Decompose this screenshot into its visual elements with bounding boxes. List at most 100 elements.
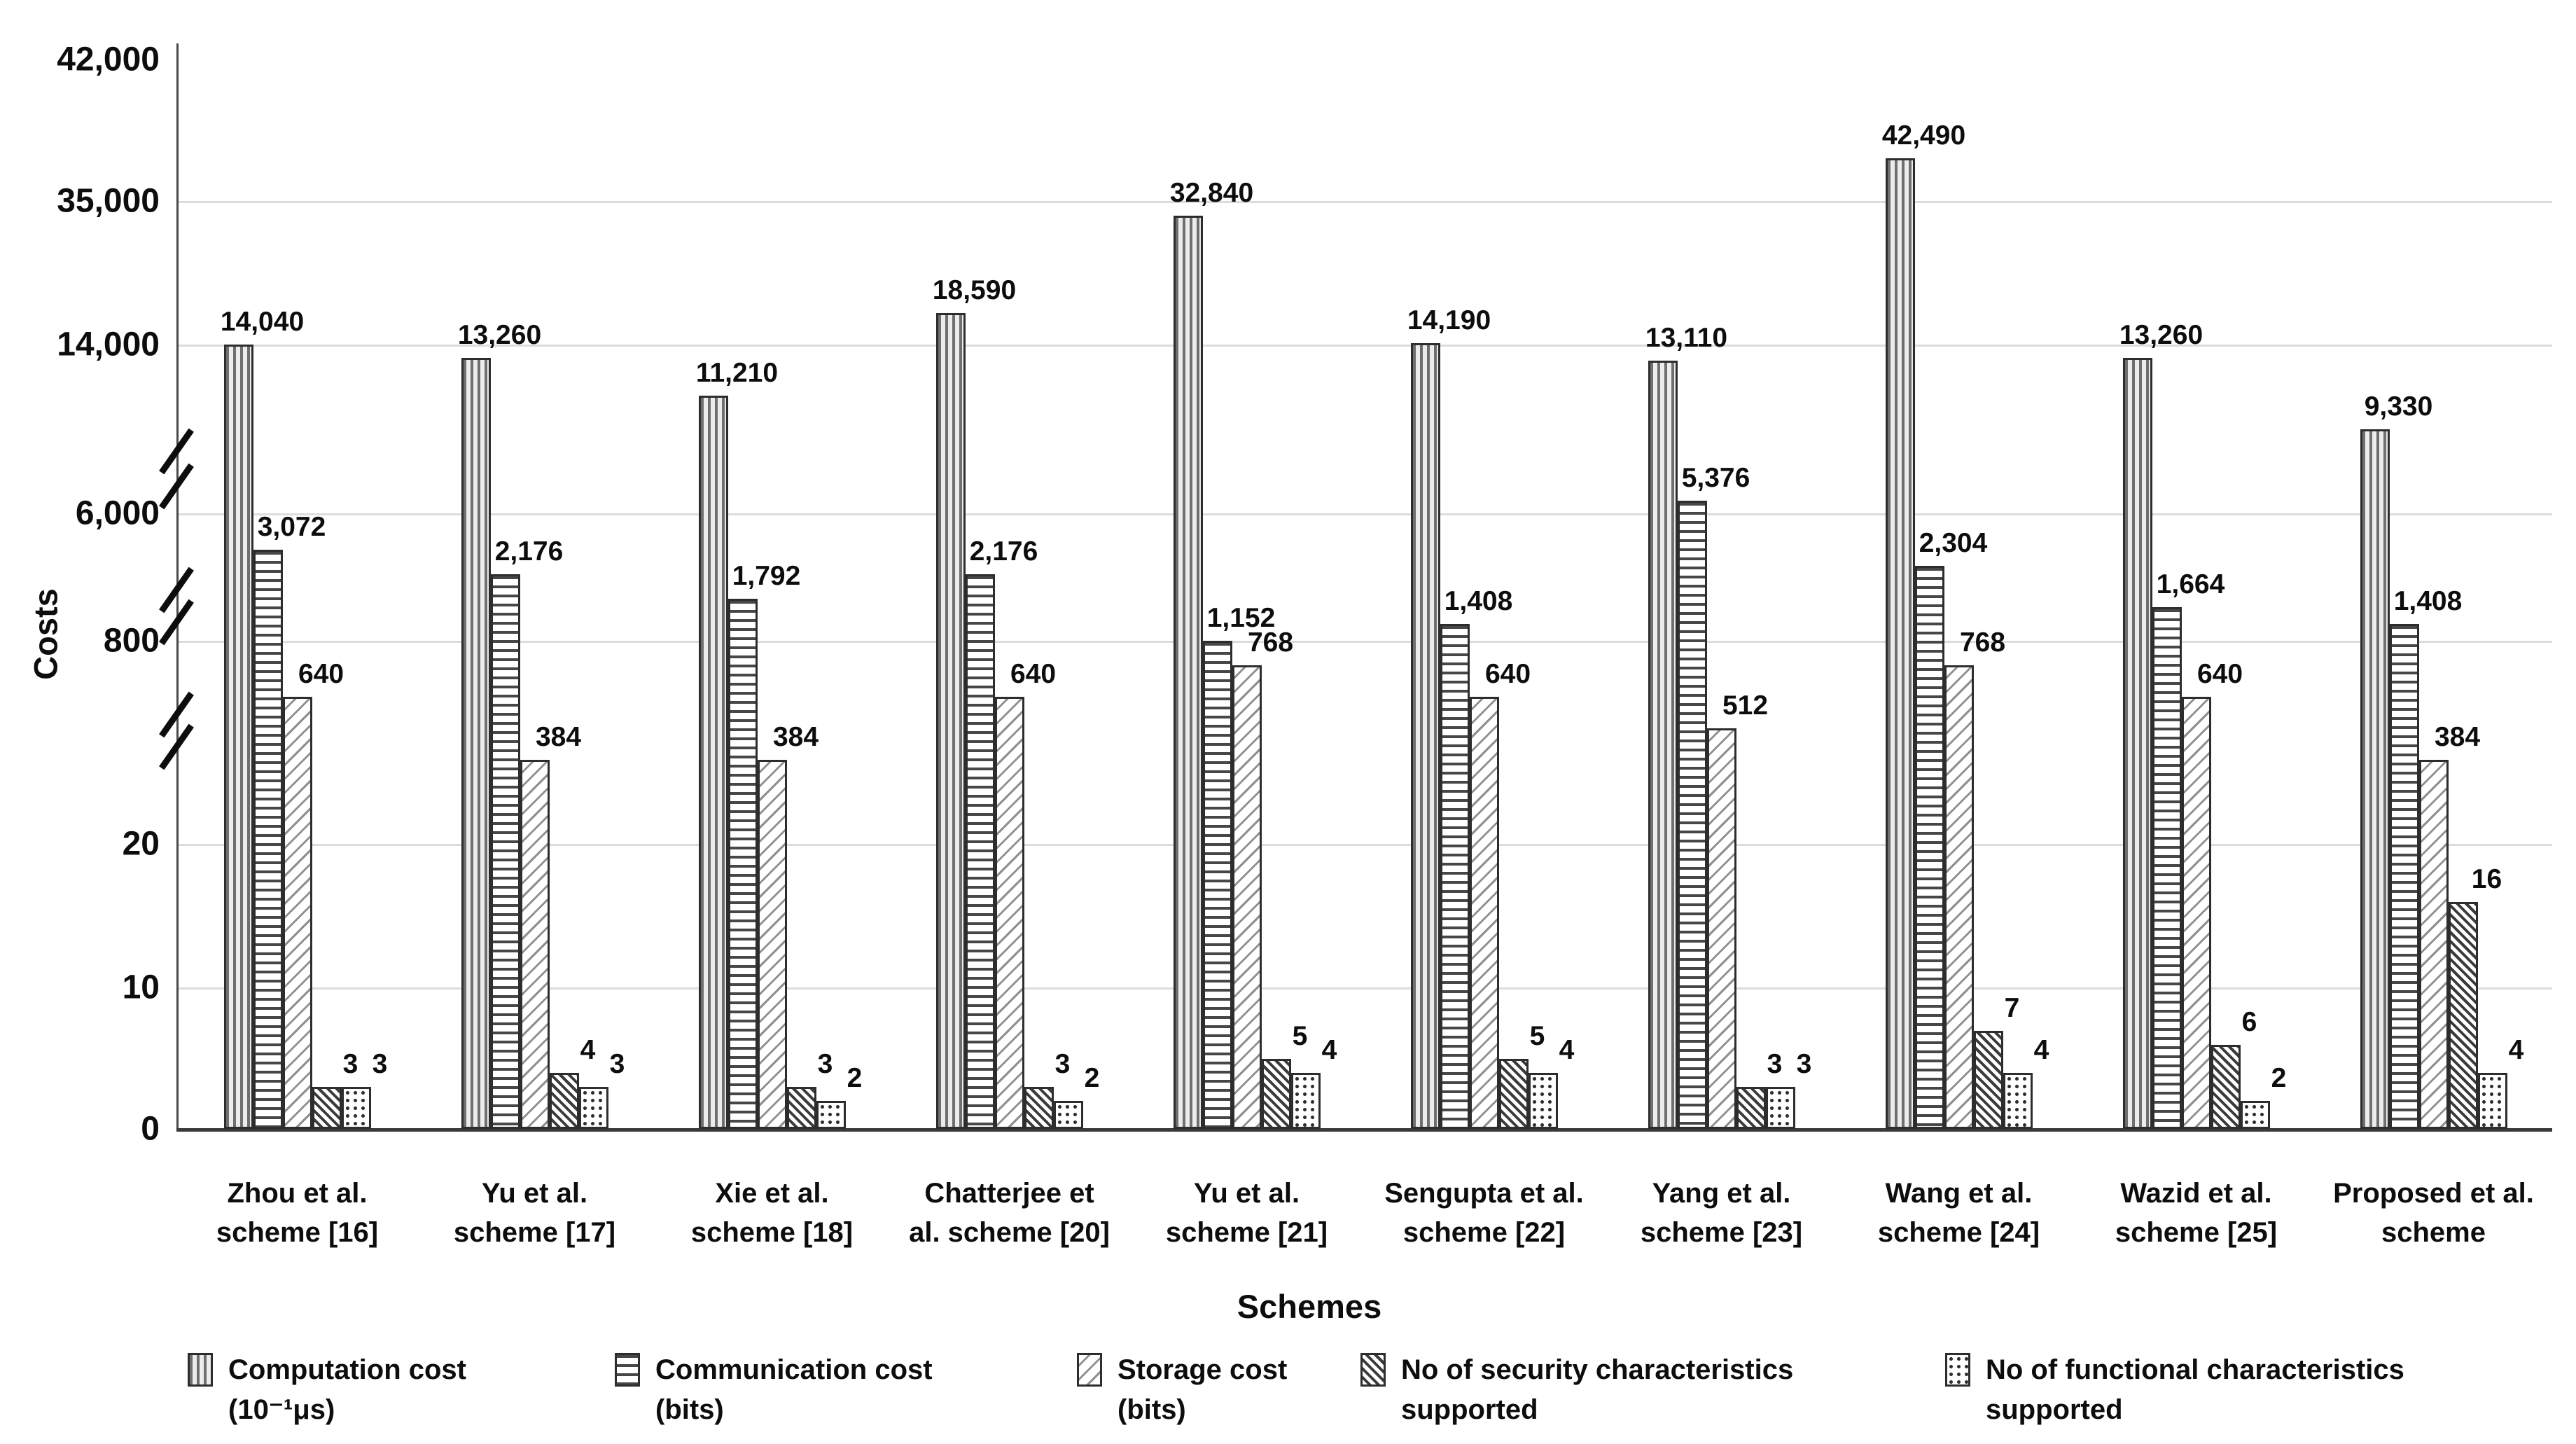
value-label: 3 <box>1767 1049 1783 1079</box>
bar-diagonal-dense <box>549 1073 579 1129</box>
category-label-line1: Proposed et al. <box>2333 1178 2534 1209</box>
y-tick-label: 800 <box>103 622 160 660</box>
bar-diagonal-dense <box>2211 1045 2241 1129</box>
legend-item: Communication cost (bits) <box>615 1350 933 1430</box>
category-label-line1: Yu et al. <box>1193 1178 1300 1209</box>
legend-label: No of functional characteristics support… <box>1986 1354 2404 1425</box>
category-label-line2: scheme [16] <box>216 1217 379 1248</box>
bar-diagonal-light <box>1944 665 1974 1129</box>
value-label: 2 <box>847 1063 863 1093</box>
y-tick-label: 10 <box>122 969 160 1006</box>
value-label: 6 <box>2241 1007 2257 1037</box>
value-label: 768 <box>1959 627 2006 658</box>
category-label-line2: scheme [21] <box>1165 1217 1328 1248</box>
gridline <box>176 345 2552 347</box>
category-label-line1: Zhou et al. <box>227 1178 368 1209</box>
legend-swatch-horizontal-stripes-icon <box>615 1353 640 1387</box>
value-label: 4 <box>2033 1035 2049 1065</box>
gridline <box>176 201 2552 203</box>
category-label: Zhou et al. scheme [16] <box>182 1174 413 1252</box>
category-label-line1: Xie et al. <box>715 1178 829 1209</box>
category-label: Proposed et al. scheme <box>2318 1174 2549 1252</box>
value-label: 1,664 <box>2156 569 2225 600</box>
legend-swatch-diagonal-light-icon <box>1077 1353 1102 1387</box>
value-label: 13,260 <box>457 320 542 351</box>
category-label: Chatterjee et al. scheme [20] <box>894 1174 1125 1252</box>
y-tick-label: 14,000 <box>57 326 160 363</box>
gridline <box>176 844 2552 846</box>
category-label: Sengupta et al. scheme [22] <box>1369 1174 1600 1252</box>
value-label: 3 <box>1054 1049 1071 1079</box>
value-label: 3 <box>609 1049 625 1079</box>
bar-diagonal-dense <box>786 1087 816 1129</box>
bar-diagonal-light <box>2181 697 2211 1129</box>
bar-horizontal-stripes <box>253 549 283 1129</box>
value-label: 4 <box>1559 1035 1575 1065</box>
value-label: 4 <box>2508 1035 2524 1065</box>
y-tick-label: 42,000 <box>57 41 160 78</box>
value-label: 11,210 <box>695 357 779 388</box>
value-label: 640 <box>298 659 344 689</box>
value-label: 42,490 <box>1881 120 1966 151</box>
value-label: 768 <box>1247 627 1294 658</box>
bar-dots <box>2003 1073 2033 1129</box>
bar-dots <box>578 1087 608 1129</box>
value-label: 5 <box>1529 1021 1545 1051</box>
value-label: 4 <box>1321 1035 1337 1065</box>
value-label: 2 <box>2271 1063 2287 1093</box>
value-label: 7 <box>2004 993 2020 1023</box>
gridline <box>176 987 2552 990</box>
y-tick-label: 20 <box>122 825 160 863</box>
gridline <box>176 513 2552 515</box>
legend-label: Communication cost (bits) <box>655 1354 933 1425</box>
value-label: 512 <box>1722 690 1769 721</box>
value-label: 384 <box>2434 722 2481 752</box>
bar-diagonal-dense <box>2448 901 2478 1129</box>
bar-dots <box>341 1087 371 1129</box>
value-label: 5 <box>1292 1021 1308 1051</box>
legend-item: No of functional characteristics support… <box>1945 1350 2404 1430</box>
bar-diagonal-light <box>1469 697 1499 1129</box>
value-label: 13,110 <box>1645 323 1728 354</box>
value-label: 2,176 <box>494 536 564 567</box>
bar-diagonal-dense <box>1024 1087 1054 1129</box>
bar-diagonal-dense <box>1973 1031 2003 1129</box>
bar-horizontal-stripes <box>1914 566 1944 1129</box>
bar-diagonal-light <box>2418 760 2449 1129</box>
category-label-line1: Yu et al. <box>481 1178 588 1209</box>
bar-diagonal-dense <box>1498 1059 1529 1129</box>
category-label-line2: scheme [24] <box>1877 1217 2040 1248</box>
category-label-line1: Chatterjee et <box>924 1178 1094 1209</box>
value-label: 3 <box>1796 1049 1812 1079</box>
value-label: 14,040 <box>220 306 305 337</box>
value-label: 3,072 <box>257 511 326 542</box>
category-label: Yu et al. scheme [21] <box>1132 1174 1363 1252</box>
bar-horizontal-stripes <box>1440 623 1470 1129</box>
value-label: 16 <box>2471 863 2502 894</box>
value-label: 13,260 <box>2119 320 2203 351</box>
category-label-line2: scheme [25] <box>2115 1217 2278 1248</box>
bar-vertical-stripes <box>698 395 728 1129</box>
category-label: Wazid et al. scheme [25] <box>2081 1174 2312 1252</box>
category-label: Xie et al. scheme [18] <box>657 1174 888 1252</box>
legend-label: Computation cost (10⁻¹μs) <box>228 1354 466 1425</box>
bar-dots <box>2240 1101 2270 1129</box>
bar-diagonal-light <box>1706 728 1736 1129</box>
legend-swatch-dots-icon <box>1945 1353 1970 1387</box>
legend-label: No of security characteristics supported <box>1401 1354 1794 1425</box>
category-label: Wang et al. scheme [24] <box>1844 1174 2075 1252</box>
value-label: 1,792 <box>732 561 801 592</box>
bar-vertical-stripes <box>1648 361 1678 1129</box>
category-label-line2: scheme [17] <box>453 1217 616 1248</box>
bar-diagonal-light <box>282 697 312 1129</box>
value-label: 2,176 <box>969 536 1038 567</box>
bar-dots <box>816 1101 846 1129</box>
bar-horizontal-stripes <box>727 599 758 1129</box>
category-label: Yu et al. scheme [17] <box>419 1174 650 1252</box>
value-label: 4 <box>580 1035 596 1065</box>
legend-item: Storage cost (bits) <box>1077 1350 1287 1430</box>
category-label-line1: Wang et al. <box>1885 1178 2033 1209</box>
value-label: 1,408 <box>1444 585 1513 616</box>
value-label: 384 <box>772 722 819 752</box>
